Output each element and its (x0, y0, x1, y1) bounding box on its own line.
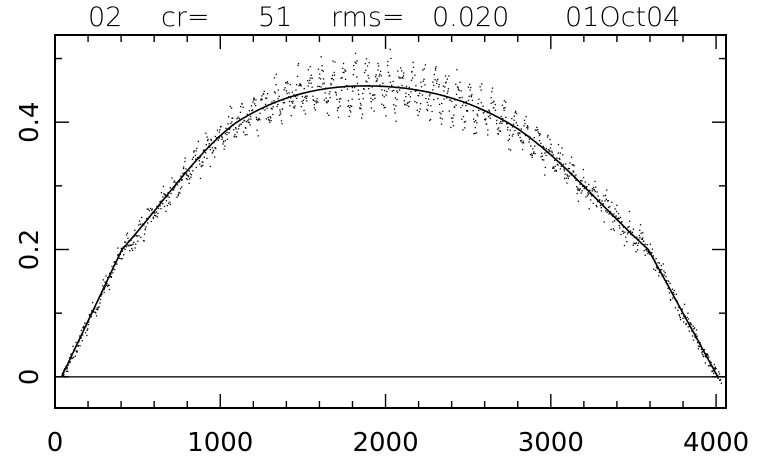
axis-ticks (54, 35, 726, 408)
chart-title: 02 cr= 51 rms= 0.020 01Oct04 (0, 2, 779, 34)
svg-text:0: 0 (47, 428, 64, 458)
title-date: 01Oct04 (565, 2, 681, 33)
svg-text:2000: 2000 (352, 428, 418, 458)
title-cr-value: 51 (258, 2, 293, 33)
title-cr-label: cr= (161, 2, 210, 33)
svg-text:4000: 4000 (683, 428, 749, 458)
title-id: 02 (88, 2, 123, 33)
title-rms-label: rms= (331, 2, 405, 33)
title-rms-value: 0.020 (432, 2, 510, 33)
tick-labels: 0 1000 2000 3000 4000 0 0.2 0.4 (15, 102, 749, 458)
fit-curve (60, 85, 719, 378)
data-points (61, 48, 722, 384)
svg-text:0: 0 (15, 369, 45, 386)
svg-text:0.4: 0.4 (15, 102, 45, 143)
svg-text:0.2: 0.2 (15, 229, 45, 270)
svg-text:1000: 1000 (187, 428, 253, 458)
svg-text:3000: 3000 (518, 428, 584, 458)
plot-frame (54, 34, 727, 409)
